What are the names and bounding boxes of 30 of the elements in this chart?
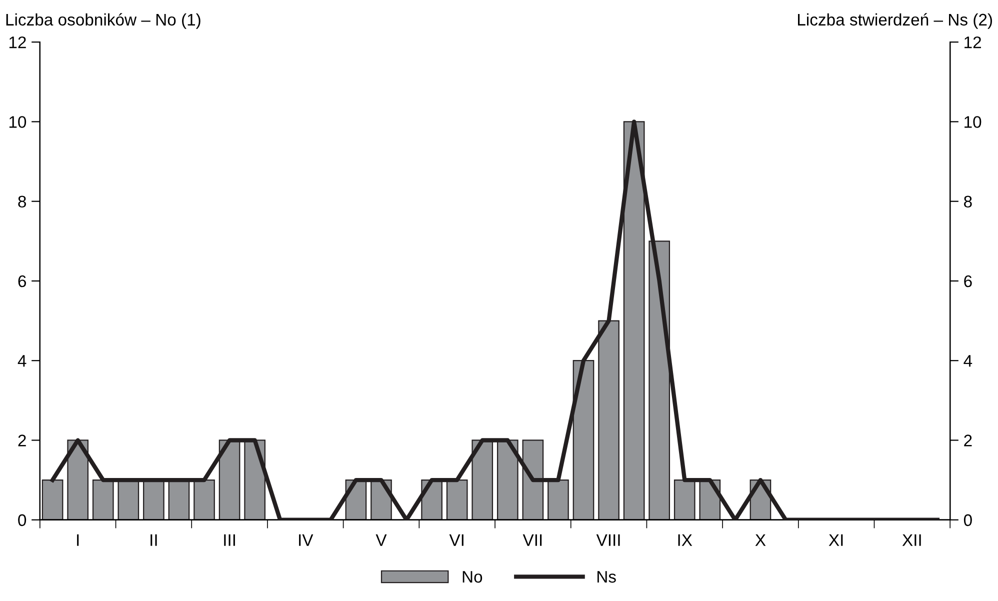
y-tick-label: 4 [18, 355, 26, 367]
x-tick-label: III [224, 534, 235, 546]
x-tick-label: II [150, 534, 157, 546]
x-tick-label: IV [299, 534, 314, 546]
y2-tick-label: 10 [964, 116, 982, 128]
x-tick-label: XII [902, 534, 921, 546]
y-tick-label: 12 [9, 36, 26, 48]
y2-axis-title: Liczba stwierdzeń – Ns (2) [798, 13, 992, 29]
y2-tick-label: 8 [964, 196, 972, 208]
y-tick-label: 0 [18, 514, 26, 526]
x-tick-label: XI [828, 534, 843, 546]
y-tick-label: 10 [9, 116, 26, 128]
y-tick-label: 8 [18, 196, 26, 208]
x-tick-label: V [376, 534, 387, 546]
legend-label: Ns [598, 571, 616, 583]
x-tick-label: VII [522, 534, 542, 546]
y2-tick-label: 0 [964, 514, 972, 526]
legend-label: No [462, 571, 482, 583]
y2-tick-label: 12 [964, 36, 981, 48]
x-tick-label: VIII [596, 534, 620, 546]
x-tick-label: X [755, 534, 766, 546]
x-tick-label: I [77, 534, 79, 546]
y2-tick-label: 2 [964, 434, 972, 446]
y-axis-title: Liczba osobników – No (1) [6, 13, 200, 29]
y2-tick-label: 6 [964, 275, 972, 288]
y2-tick-label: 4 [964, 355, 972, 367]
y-tick-label: 2 [18, 434, 26, 446]
y-tick-label: 6 [18, 275, 26, 288]
x-tick-label: IX [678, 534, 692, 546]
x-tick-label: VI [449, 534, 464, 546]
